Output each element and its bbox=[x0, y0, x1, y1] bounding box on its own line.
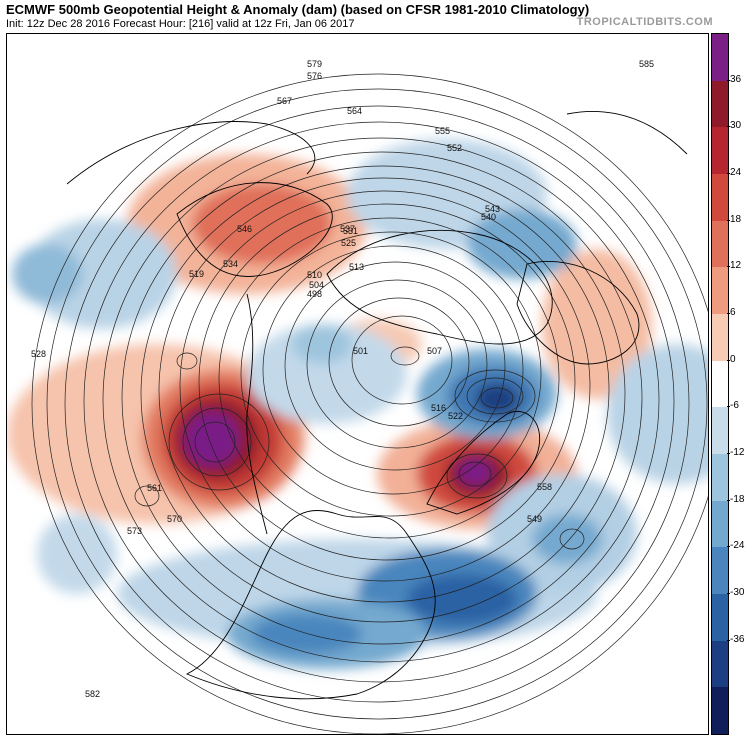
colorbar-tick-label: -18 bbox=[730, 493, 745, 505]
colorbar-segment bbox=[712, 34, 728, 82]
contour-label: 519 bbox=[189, 269, 204, 279]
contour-label: 510 bbox=[307, 270, 322, 280]
chart-title: ECMWF 500mb Geopotential Height & Anomal… bbox=[6, 2, 590, 17]
contour-label: 501 bbox=[353, 346, 368, 356]
colorbar-tick-mark bbox=[727, 593, 730, 594]
contour-label: 549 bbox=[527, 514, 542, 524]
colorbar-segment bbox=[712, 454, 728, 502]
colorbar-tick-label: 30 bbox=[730, 120, 742, 132]
colorbar-segment bbox=[712, 360, 728, 408]
contour-label: 513 bbox=[349, 262, 364, 272]
contour-label: 528 bbox=[31, 349, 46, 359]
colorbar-tick-label: 12 bbox=[730, 260, 742, 272]
contour-label: 570 bbox=[167, 514, 182, 524]
colorbar-tick-mark bbox=[727, 219, 730, 221]
contour-label: 582 bbox=[85, 689, 100, 699]
colorbar-tick-label: 6 bbox=[730, 307, 736, 318]
colorbar-segment bbox=[712, 314, 728, 362]
contour-label: 534 bbox=[223, 259, 238, 269]
colorbar-tick-mark bbox=[727, 173, 730, 174]
anomaly-fill bbox=[7, 139, 708, 669]
contour-label: 546 bbox=[237, 224, 252, 234]
coastlines bbox=[66, 110, 688, 700]
contour-label: 525 bbox=[341, 238, 356, 248]
contour-label: 531 bbox=[343, 226, 358, 236]
colorbar-segment bbox=[712, 640, 728, 688]
contour-label: 576 bbox=[307, 71, 322, 81]
colorbar-tick-label: -24 bbox=[730, 540, 745, 552]
colorbar-segment bbox=[712, 80, 728, 128]
colorbar-tick-mark bbox=[727, 313, 730, 314]
contour-label: 504 bbox=[309, 280, 324, 290]
contour-label: 555 bbox=[435, 126, 450, 136]
contour-label: 522 bbox=[448, 411, 463, 421]
contour-label: 561 bbox=[147, 483, 162, 493]
colorbar-tick-label: -6 bbox=[730, 400, 739, 412]
colorbar-segment bbox=[712, 267, 728, 315]
colorbar-tick-mark bbox=[727, 546, 730, 548]
contour-label: 585 bbox=[639, 59, 654, 69]
colorbar-tick-mark bbox=[727, 639, 730, 641]
colorbar-segment bbox=[712, 500, 728, 548]
colorbar-tick-label: 0 bbox=[730, 353, 736, 365]
contour-label: 552 bbox=[447, 143, 462, 153]
colorbar-tick-label: 24 bbox=[730, 167, 742, 178]
colorbar-segment bbox=[712, 547, 728, 595]
contour-label: 579 bbox=[307, 59, 322, 69]
colorbar-tick-label: -12 bbox=[730, 447, 745, 458]
colorbar-tick-label: 18 bbox=[730, 213, 742, 225]
contour-label: 573 bbox=[127, 526, 142, 536]
colorbar-tick-mark bbox=[727, 126, 730, 128]
contour-label: 558 bbox=[537, 482, 552, 492]
map-canvas: 582 579 576 573 570 567 564 561 558 555 … bbox=[7, 59, 708, 734]
colorbar-segment bbox=[712, 407, 728, 455]
contour-label: 567 bbox=[277, 96, 292, 106]
height-contours bbox=[31, 73, 708, 734]
colorbar-segment bbox=[712, 220, 728, 268]
colorbar-segment bbox=[712, 687, 728, 735]
colorbar-tick-mark bbox=[727, 79, 730, 81]
contour-label: 564 bbox=[347, 106, 362, 116]
brand-watermark: TROPICALTIDBITS.COM bbox=[576, 16, 713, 28]
colorbar-segment bbox=[712, 594, 728, 642]
colorbar-tick-mark bbox=[727, 266, 730, 268]
contour-label: 537 bbox=[340, 224, 355, 234]
colorbar-segment bbox=[712, 174, 728, 222]
colorbar-tick-label: -36 bbox=[730, 633, 745, 645]
colorbar-tick-mark bbox=[727, 499, 730, 501]
contour-labels: 582 579 576 573 570 567 564 561 558 555 … bbox=[31, 59, 654, 699]
contour-label: 507 bbox=[427, 346, 442, 356]
contour-label: 540 bbox=[481, 212, 496, 222]
colorbar-tick-mark bbox=[727, 406, 730, 408]
colorbar-tick-mark bbox=[727, 359, 730, 361]
polar-map: 582 579 576 573 570 567 564 561 558 555 … bbox=[6, 33, 709, 735]
colorbar-segment bbox=[712, 127, 728, 175]
contour-label: 543 bbox=[485, 204, 500, 214]
colorbar-tick-label: -30 bbox=[730, 587, 745, 598]
contour-label: 516 bbox=[431, 403, 446, 413]
colorbar-tick-label: 36 bbox=[730, 73, 742, 85]
colorbar-tick-mark bbox=[727, 453, 730, 454]
contour-label: 498 bbox=[307, 289, 322, 299]
forecast-info: Init: 12z Dec 28 2016 Forecast Hour: [21… bbox=[6, 18, 355, 30]
anomaly-colorbar bbox=[711, 33, 729, 735]
